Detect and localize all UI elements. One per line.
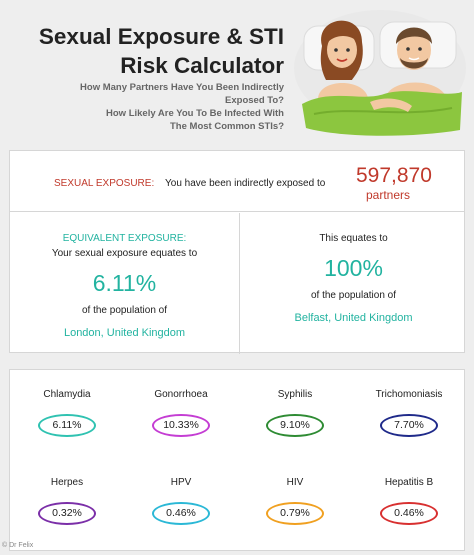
equivalent-exposure-place: London, United Kingdom bbox=[63, 327, 186, 339]
equates-population-text: of the population of bbox=[310, 290, 397, 301]
sti-name: Herpes bbox=[50, 477, 84, 488]
sti-item-herpes: Herpes 0.32% bbox=[10, 477, 124, 525]
sexual-exposure-label: SEXUAL EXPOSURE: bbox=[54, 178, 155, 189]
subtitle-line-2: Exposed To? bbox=[225, 95, 284, 106]
equivalent-exposure-text: Your sexual exposure equates to bbox=[51, 248, 198, 259]
sti-risk-card: Chlamydia 6.11% Gonorrhoea 10.33% Syphil… bbox=[9, 369, 465, 551]
sti-percent-badge: 0.46% bbox=[152, 502, 210, 525]
partners-unit: partners bbox=[366, 188, 411, 202]
sti-percent-badge: 0.32% bbox=[38, 502, 96, 525]
sti-percent-badge: 7.70% bbox=[380, 414, 438, 437]
sti-percent-badge: 0.79% bbox=[266, 502, 324, 525]
sti-percent-badge: 10.33% bbox=[152, 414, 210, 437]
equates-text: This equates to bbox=[319, 233, 388, 244]
equates-place: Belfast, United Kingdom bbox=[294, 312, 413, 324]
sexual-exposure-text: You have been indirectly exposed to bbox=[165, 178, 326, 189]
sti-name: Chlamydia bbox=[43, 389, 91, 400]
sti-name: Syphilis bbox=[277, 389, 313, 400]
sti-name: Hepatitis B bbox=[384, 477, 434, 488]
sti-percent-badge: 6.11% bbox=[38, 414, 96, 437]
page-subtitle: How Many Partners Have You Been Indirect… bbox=[20, 81, 284, 133]
sti-item-chlamydia: Chlamydia 6.11% bbox=[10, 389, 124, 437]
equivalent-exposure-percent: 6.11% bbox=[92, 270, 157, 296]
sti-item-hiv: HIV 0.79% bbox=[238, 477, 352, 525]
equates-percent: 100% bbox=[324, 255, 383, 281]
sti-name: Gonorrhoea bbox=[154, 389, 208, 400]
sti-name: HIV bbox=[286, 477, 304, 488]
subtitle-line-1: How Many Partners Have You Been Indirect… bbox=[80, 82, 284, 93]
couple-in-bed-illustration bbox=[294, 10, 466, 136]
sti-item-trichomoniasis: Trichomoniasis 7.70% bbox=[352, 389, 466, 437]
exposure-card: SEXUAL EXPOSURE: You have been indirectl… bbox=[9, 150, 466, 354]
page-title: Sexual Exposure & STI Risk Calculator bbox=[14, 22, 284, 80]
sti-name: Trichomoniasis bbox=[375, 389, 443, 400]
equivalent-exposure-label: EQUIVALENT EXPOSURE: bbox=[62, 233, 187, 244]
sexual-exposure-row: SEXUAL EXPOSURE: You have been indirectl… bbox=[10, 151, 464, 212]
sti-name: HPV bbox=[170, 477, 192, 488]
sti-percent-badge: 0.46% bbox=[380, 502, 438, 525]
equates-panel: This equates to 100% of the population o… bbox=[241, 213, 466, 354]
header: Sexual Exposure & STI Risk Calculator Ho… bbox=[0, 0, 474, 140]
partners-count: 597,870 bbox=[356, 164, 432, 187]
sti-percent-badge: 9.10% bbox=[266, 414, 324, 437]
sti-item-syphilis: Syphilis 9.10% bbox=[238, 389, 352, 437]
sti-item-gonorrhoea: Gonorrhoea 10.33% bbox=[124, 389, 238, 437]
population-of-text: of the population of bbox=[81, 305, 168, 316]
sti-item-hepatitis-b: Hepatitis B 0.46% bbox=[352, 477, 466, 525]
title-line-2: Risk Calculator bbox=[120, 53, 284, 78]
image-credit: © Dr Felix bbox=[2, 542, 34, 549]
equivalent-exposure-panel: EQUIVALENT EXPOSURE: Your sexual exposur… bbox=[10, 213, 240, 354]
title-line-1: Sexual Exposure & STI bbox=[38, 24, 284, 49]
subtitle-line-4: The Most Common STIs? bbox=[170, 121, 284, 132]
sti-item-hpv: HPV 0.46% bbox=[124, 477, 238, 525]
subtitle-line-3: How Likely Are You To Be Infected With bbox=[106, 108, 284, 119]
